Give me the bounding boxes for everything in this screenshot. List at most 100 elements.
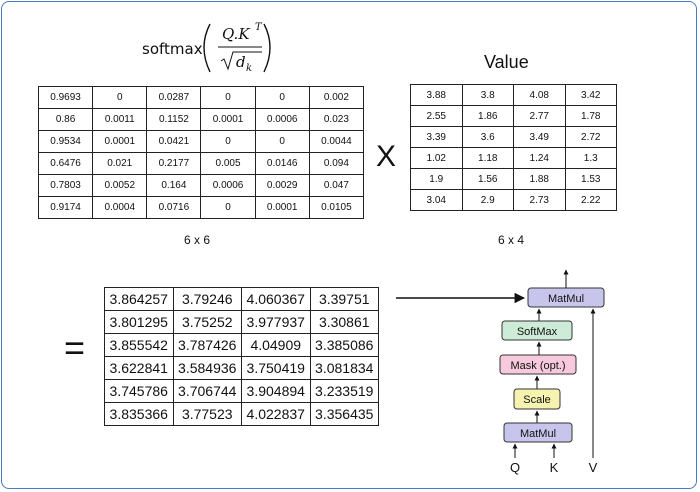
table-cell: 1.78 — [564, 105, 617, 127]
table-row: 3.745786 3.706744 3.904894 3.233519 — [104, 379, 379, 403]
table-row: 3.39 3.6 3.49 2.72 — [410, 126, 617, 148]
table-cell: 0.0146 — [254, 152, 310, 175]
table-cell: 0.0006 — [254, 108, 310, 131]
table-cell: 3.30861 — [309, 310, 379, 334]
table-cell: 3.8 — [461, 84, 514, 106]
table-cell: 0.021 — [92, 152, 148, 175]
table-row: 0.86 0.0011 0.1152 0.0001 0.0006 0.023 — [37, 108, 365, 131]
table-cell: 3.39 — [410, 126, 463, 148]
table-cell: 3.233519 — [309, 379, 379, 403]
matmul-bottom-label: MatMul — [520, 428, 556, 440]
value-label: Value — [484, 52, 529, 72]
table-cell: 0.6476 — [37, 152, 94, 175]
table-cell: 3.79246 — [172, 287, 242, 311]
value-matrix: 3.88 3.8 4.08 3.42 2.55 1.86 2.77 1.78 3… — [410, 84, 617, 211]
table-cell: 0.1152 — [146, 108, 202, 131]
scale-block — [513, 388, 561, 410]
matmul-top-block — [527, 287, 605, 308]
table-cell: 0 — [92, 86, 148, 109]
equals-symbol: = — [64, 327, 86, 368]
table-cell: 0.9693 — [37, 86, 94, 109]
table-row: 0.7803 0.0052 0.164 0.0006 0.0029 0.047 — [37, 174, 365, 197]
table-cell: 3.706744 — [172, 379, 242, 403]
table-row: 0.9693 0 0.0287 0 0 0.002 — [37, 86, 365, 109]
table-cell: 0.0004 — [92, 196, 148, 219]
table-cell: 3.04 — [410, 189, 463, 211]
table-row: 3.88 3.8 4.08 3.42 — [410, 84, 617, 106]
formula-subscript: k — [246, 63, 252, 74]
table-cell: 0 — [200, 86, 256, 109]
table-row: 0.9534 0.0001 0.0421 0 0 0.0044 — [37, 130, 365, 153]
table-cell: 3.385086 — [309, 333, 379, 357]
table-cell: 0.2177 — [146, 152, 202, 175]
mask-block — [499, 354, 577, 375]
table-cell: 0.86 — [37, 108, 94, 131]
table-cell: 3.904894 — [241, 379, 311, 403]
softmax-matrix: 0.9693 0 0.0287 0 0 0.002 0.86 0.0011 0.… — [37, 86, 365, 219]
right-paren — [263, 23, 271, 73]
table-cell: 3.622841 — [104, 356, 174, 380]
softmax-formula: softmax Q.K T d k — [142, 22, 271, 74]
table-row: 3.801295 3.75252 3.977937 3.30861 — [104, 310, 379, 334]
table-cell: 0.0716 — [146, 196, 202, 219]
table-cell: 0.023 — [308, 108, 365, 131]
table-row: 0.6476 0.021 0.2177 0.005 0.0146 0.094 — [37, 152, 365, 175]
table-cell: 2.55 — [410, 105, 463, 127]
table-cell: 0.002 — [308, 86, 365, 109]
sqrt-sign — [220, 51, 262, 71]
table-cell: 0.094 — [308, 152, 365, 175]
table-cell: 3.855542 — [104, 333, 174, 357]
table-cell: 0.9174 — [37, 196, 94, 219]
value-matrix-body: 3.88 3.8 4.08 3.42 2.55 1.86 2.77 1.78 3… — [410, 84, 617, 211]
formula-denominator: d — [236, 53, 246, 71]
table-cell: 3.75252 — [172, 310, 242, 334]
table-cell: 0 — [200, 130, 256, 153]
table-cell: 0.0044 — [308, 130, 365, 153]
scale-label: Scale — [523, 394, 551, 406]
table-cell: 2.9 — [461, 189, 514, 211]
q-input-label: Q — [510, 460, 520, 475]
table-cell: 3.584936 — [172, 356, 242, 380]
table-cell: 1.56 — [461, 168, 514, 190]
table-cell: 2.77 — [513, 105, 566, 127]
table-cell: 0.0001 — [92, 130, 148, 153]
table-row: 0.9174 0.0004 0.0716 0 0.0001 0.0105 — [37, 196, 365, 219]
table-cell: 3.49 — [513, 126, 566, 148]
table-cell: 0.9534 — [37, 130, 94, 153]
table-cell: 1.88 — [513, 168, 566, 190]
table-cell: 3.864257 — [104, 287, 174, 311]
table-cell: 3.77523 — [172, 402, 242, 426]
table-cell: 0.047 — [308, 174, 365, 197]
table-cell: 4.08 — [513, 84, 566, 106]
table-cell: 2.22 — [564, 189, 617, 211]
table-cell: 0.0011 — [92, 108, 148, 131]
table-row: 3.622841 3.584936 3.750419 3.081834 — [104, 356, 379, 380]
table-cell: 3.745786 — [104, 379, 174, 403]
softmax-dims-label: 6 x 6 — [184, 233, 211, 247]
table-cell: 3.356435 — [309, 402, 379, 426]
left-paren — [203, 23, 211, 73]
table-row: 1.9 1.56 1.88 1.53 — [410, 168, 617, 190]
result-matrix-body: 3.864257 3.79246 4.060367 3.39751 3.8012… — [104, 287, 379, 426]
matmul-bottom-block — [503, 422, 573, 443]
table-cell: 0.0287 — [146, 86, 202, 109]
multiply-symbol: X — [376, 140, 397, 173]
table-cell: 0.0421 — [146, 130, 202, 153]
table-cell: 3.977937 — [241, 310, 311, 334]
table-cell: 0.0001 — [200, 108, 256, 131]
table-cell: 1.18 — [461, 147, 514, 169]
mask-label: Mask (opt.) — [510, 360, 565, 372]
table-cell: 3.787426 — [172, 333, 242, 357]
table-cell: 4.060367 — [241, 287, 311, 311]
softmax-matrix-body: 0.9693 0 0.0287 0 0 0.002 0.86 0.0011 0.… — [37, 86, 365, 219]
table-cell: 3.39751 — [309, 287, 379, 311]
table-row: 3.835366 3.77523 4.022837 3.356435 — [104, 402, 379, 426]
v-input-label: V — [589, 460, 598, 475]
table-cell: 4.022837 — [241, 402, 311, 426]
table-cell: 1.3 — [564, 147, 617, 169]
softmax-block — [501, 320, 573, 341]
table-cell: 0.164 — [146, 174, 202, 197]
table-cell: 3.88 — [410, 84, 463, 106]
table-cell: 0 — [254, 130, 310, 153]
table-cell: 1.53 — [564, 168, 617, 190]
